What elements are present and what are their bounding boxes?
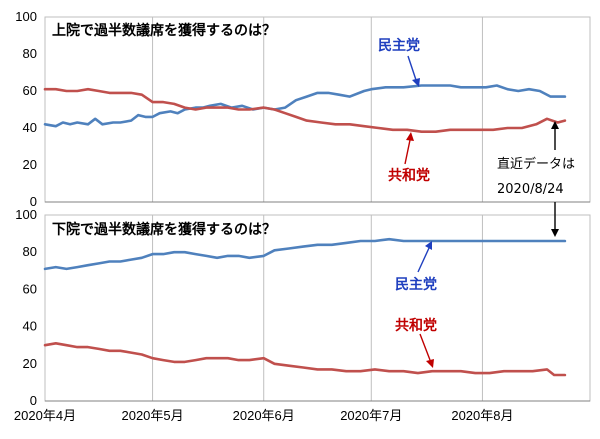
upper-y-tick-label: 80 xyxy=(23,46,37,61)
upper-dem-annotation: 民主党 xyxy=(378,37,420,54)
lower-y-tick-label: 80 xyxy=(23,244,37,259)
lower-dem-arrowhead xyxy=(425,241,432,250)
x-tick-label: 2020年6月 xyxy=(233,408,295,423)
series-layer xyxy=(43,84,567,377)
upper-dem-arrowhead xyxy=(412,78,420,87)
upper-y-tick-label: 100 xyxy=(15,9,37,24)
x-tick-label: 2020年7月 xyxy=(340,408,402,423)
lower-plot-area xyxy=(44,214,591,402)
lower-y-tick-label: 0 xyxy=(30,393,37,408)
x-tick-label: 2020年8月 xyxy=(451,408,513,423)
lower-dem-annotation: 民主党 xyxy=(395,276,437,293)
upper-chart-title: 上院で過半数議席を獲得するのは？ xyxy=(52,22,276,39)
upper-rep-arrowhead xyxy=(406,132,414,141)
annotation-arrows xyxy=(404,55,559,368)
latest-data-note-line2: 2020/8/24 xyxy=(497,182,564,197)
lower-y-tick-label: 60 xyxy=(23,281,37,296)
latest-data-note-line1: 直近データは xyxy=(497,156,575,172)
upper-y-tick-label: 20 xyxy=(23,157,37,172)
x-tick-label: 2020年4月 xyxy=(14,408,76,423)
lower-rep-annotation: 共和党 xyxy=(395,317,437,334)
lower-dem-arrow xyxy=(417,247,430,273)
upper-rep-arrow xyxy=(404,139,411,165)
upper-dem-arrow xyxy=(407,55,417,81)
upper-y-tick-label: 40 xyxy=(23,120,37,135)
lower-chart-title: 下院で過半数議席を獲得するのは？ xyxy=(52,221,276,238)
note-arrow-down-head xyxy=(551,229,559,237)
upper-rep-annotation: 共和党 xyxy=(388,167,430,184)
lower-rep-arrow xyxy=(419,333,431,361)
lower-y-tick-label: 20 xyxy=(23,356,37,371)
grid-layer xyxy=(152,17,483,401)
lower-series-democrat-line xyxy=(43,237,567,271)
upper-plot-area xyxy=(44,16,591,203)
x-tick-label: 2020年5月 xyxy=(121,408,183,423)
upper-series-republican-line xyxy=(43,87,567,133)
lower-rep-arrowhead xyxy=(426,359,434,368)
upper-y-tick-label: 0 xyxy=(30,194,37,209)
lower-y-tick-label: 40 xyxy=(23,319,37,334)
axes-layer xyxy=(44,16,591,402)
upper-y-tick-label: 60 xyxy=(23,83,37,98)
lower-y-tick-label: 100 xyxy=(15,207,37,222)
note-arrow-up-head xyxy=(551,121,559,129)
lower-series-republican-line xyxy=(43,341,567,377)
